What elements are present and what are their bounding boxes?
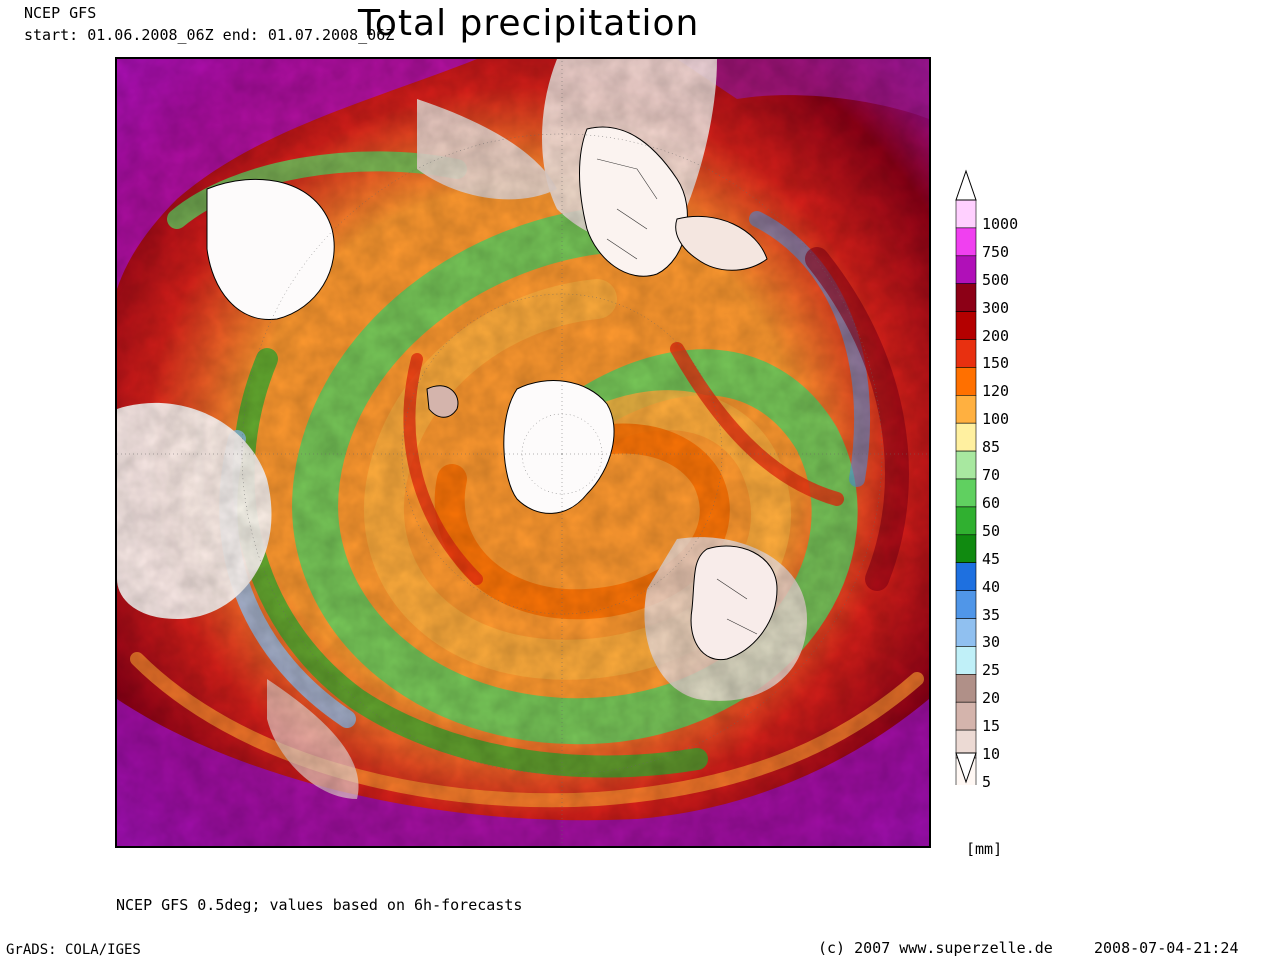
footer-note: NCEP GFS 0.5deg; values based on 6h-fore… [116,896,523,914]
colorbar-label: 50 [982,521,1001,540]
colorbar-label: 100 [982,410,1010,429]
colorbar-swatch [955,199,977,229]
colorbar-label: 120 [982,382,1010,401]
colorbar-swatch [955,590,977,619]
borders [596,158,758,635]
coastlines [206,126,778,661]
antarctica-shape [503,380,615,514]
colorbar-label: 60 [982,493,1001,512]
colorbar-label: 300 [982,298,1010,317]
colorbar-swatch [955,534,977,563]
colorbar-label: 45 [982,549,1001,568]
colorbar-label: 25 [982,661,1001,680]
colorbar-label: 30 [982,633,1001,652]
colorbar-swatch [955,283,977,312]
colorbar-label: 150 [982,354,1010,373]
colorbar-bottom-arrow [955,752,977,784]
colorbar-label: 750 [982,242,1010,261]
colorbar [955,169,977,785]
colorbar-swatch [955,395,977,424]
model-label: NCEP GFS [24,4,97,22]
colorbar-label: 35 [982,605,1001,624]
colorbar-label: 1000 [982,214,1019,233]
unit-label: [mm] [966,840,1003,858]
colorbar-swatch [955,367,977,396]
map-title: Total precipitation [358,3,700,44]
colorbar-swatch [955,255,977,285]
africa-shape [579,126,688,277]
colorbar-swatch [955,646,977,675]
australia-shape [206,178,335,320]
colorbar-label: 500 [982,270,1010,289]
copyright: (c) 2007 www.superzelle.de [818,939,1053,957]
colorbar-swatch [955,450,977,480]
colorbar-swatch [955,618,977,647]
graticule [117,59,929,846]
colorbar-label: 40 [982,577,1001,596]
colorbar-label: 85 [982,438,1001,457]
colorbar-swatch [955,506,977,536]
colorbar-swatch [955,478,977,508]
colorbar-label: 15 [982,717,1001,736]
south-america-shape [690,545,778,661]
software-credit: GrADS: COLA/IGES [6,942,141,958]
colorbar-swatch [955,339,977,368]
colorbar-swatch [955,311,977,340]
colorbar-label: 20 [982,689,1001,708]
colorbar-swatch [955,673,977,703]
colorbar-swatch [955,227,977,257]
map-canvas [117,59,929,846]
period-label: start: 01.06.2008_06Z end: 01.07.2008_06… [24,26,395,44]
colorbar-label: 70 [982,466,1001,484]
colorbar-top-arrow [955,169,977,201]
precipitation-map [115,57,931,848]
colorbar-label: 5 [982,772,992,791]
colorbar-label: 200 [982,326,1010,345]
timestamp: 2008-07-04-21:24 [1094,939,1239,957]
colorbar-swatch [955,562,977,591]
colorbar-swatch [955,422,977,452]
colorbar-swatch [955,701,977,731]
colorbar-label: 10 [982,745,1001,763]
